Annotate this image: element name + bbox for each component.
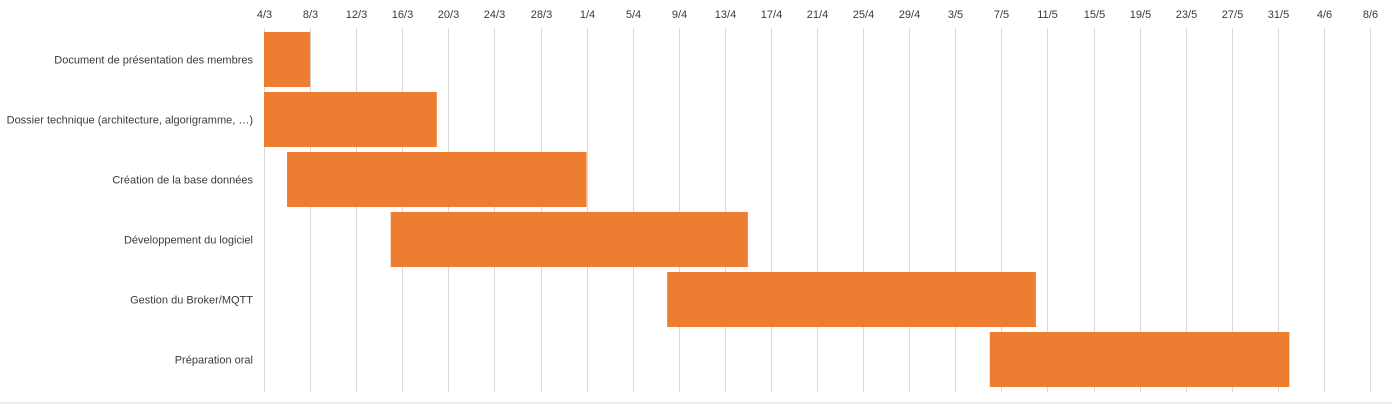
x-tick-label: 4/6 (1317, 9, 1332, 21)
task-label: Préparation oral (175, 355, 253, 367)
x-tick-label: 11/5 (1037, 9, 1058, 21)
x-tick-label: 5/4 (626, 9, 641, 21)
x-tick-label: 29/4 (899, 9, 920, 21)
gantt-bar (390, 212, 748, 267)
category-labels: Document de présentation des membres Doss… (7, 55, 254, 367)
x-tick-label: 13/4 (715, 9, 736, 21)
task-label: Gestion du Broker/MQTT (130, 295, 253, 307)
x-tick-label: 8/6 (1363, 9, 1378, 21)
x-tick-label: 7/5 (994, 9, 1009, 21)
task-label: Développement du logiciel (124, 235, 253, 247)
x-tick-label: 3/5 (948, 9, 963, 21)
x-tick-label: 12/3 (346, 9, 367, 21)
x-tick-label: 1/4 (580, 9, 595, 21)
bar-layer (264, 32, 1290, 387)
gantt-bar (264, 92, 437, 147)
task-label: Dossier technique (architecture, algorig… (7, 115, 253, 127)
x-tick-labels: 4/3 8/3 12/3 16/3 20/3 24/3 28/3 1/4 5/4 9/4 13/4 1… (257, 9, 1378, 21)
x-tick-label: 31/5 (1268, 9, 1289, 21)
x-tick-label: 21/4 (807, 9, 828, 21)
x-tick-label: 27/5 (1222, 9, 1243, 21)
task-label: Création de la base données (112, 175, 253, 187)
gantt-bar (989, 332, 1290, 387)
x-tick-label: 23/5 (1176, 9, 1197, 21)
x-tick-label: 4/3 (257, 9, 272, 21)
gantt-bar (667, 272, 1036, 327)
x-tick-label: 19/5 (1130, 9, 1151, 21)
x-tick-label: 16/3 (392, 9, 413, 21)
gantt-bar (264, 32, 311, 87)
x-tick-label: 15/5 (1084, 9, 1105, 21)
x-tick-label: 9/4 (672, 9, 687, 21)
gantt-bar (287, 152, 587, 207)
x-tick-label: 8/3 (303, 9, 318, 21)
x-tick-label: 24/3 (484, 9, 505, 21)
x-tick-label: 28/3 (531, 9, 552, 21)
task-label: Document de présentation des membres (54, 55, 253, 67)
x-tick-label: 17/4 (761, 9, 782, 21)
x-tick-label: 25/4 (853, 9, 874, 21)
x-tick-label: 20/3 (438, 9, 459, 21)
grid-layer (0, 28, 1392, 404)
